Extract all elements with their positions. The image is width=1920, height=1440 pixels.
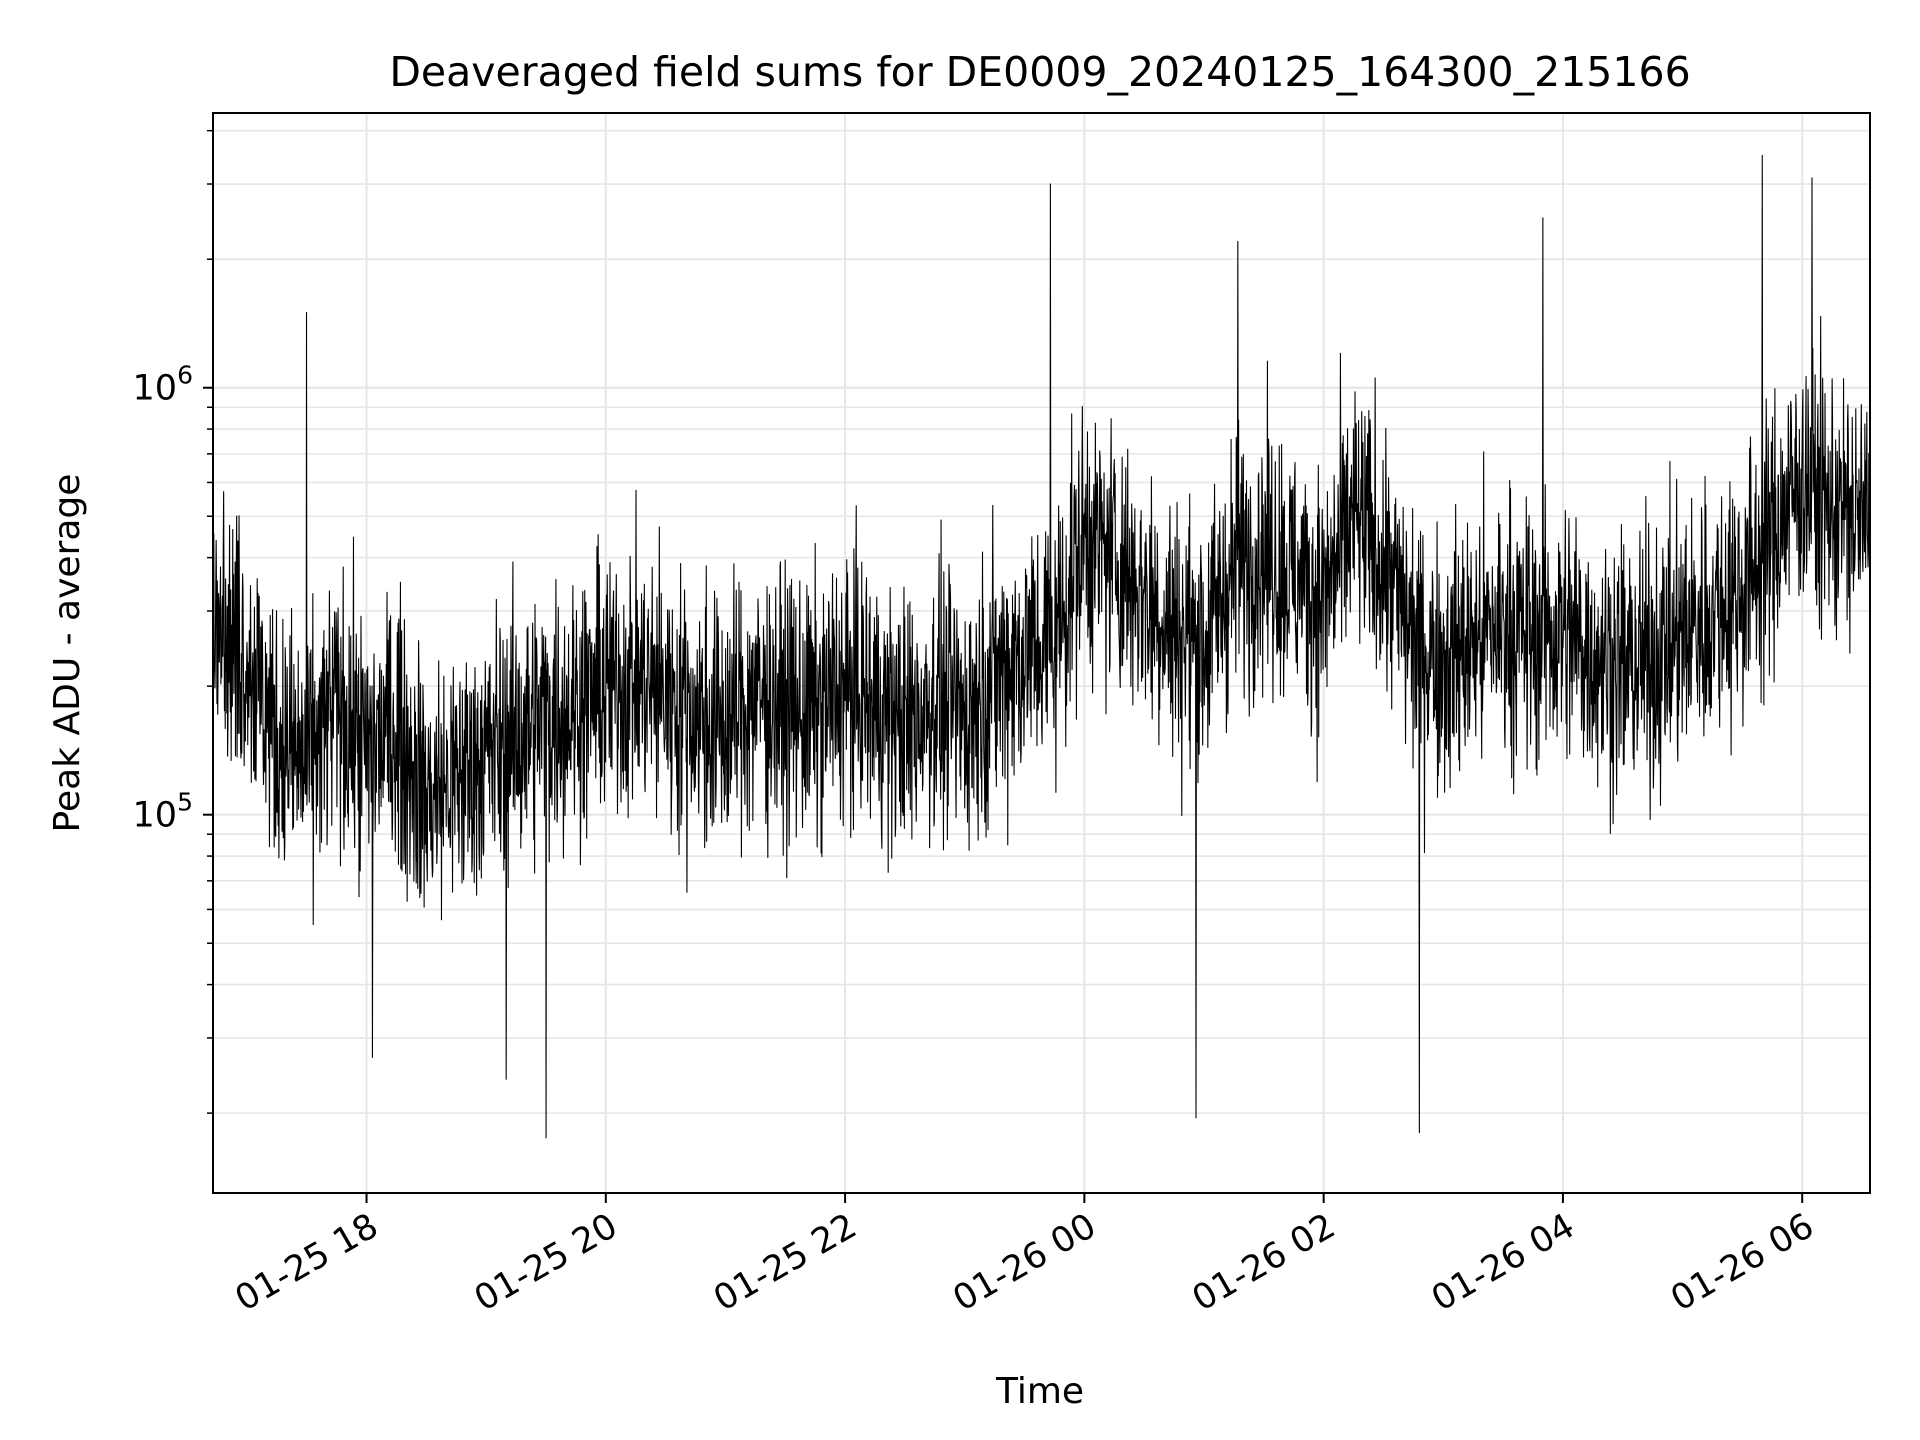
x-axis-label: Time xyxy=(995,1371,1084,1412)
y-tick-label: 10 xyxy=(132,369,177,409)
plot-area-frame xyxy=(212,112,1871,1194)
y-axis-label: Peak ADU - average xyxy=(47,474,88,833)
y-tick-label-exponent: 6 xyxy=(177,361,193,390)
y-tick-label-exponent: 5 xyxy=(177,788,193,817)
data-series xyxy=(212,154,1871,1139)
y-tick-label: 10 xyxy=(132,796,177,836)
grid-lines xyxy=(213,113,1870,1193)
chart-title: Deaveraged field sums for DE0009_2024012… xyxy=(389,48,1690,96)
series-line xyxy=(212,154,1871,1139)
